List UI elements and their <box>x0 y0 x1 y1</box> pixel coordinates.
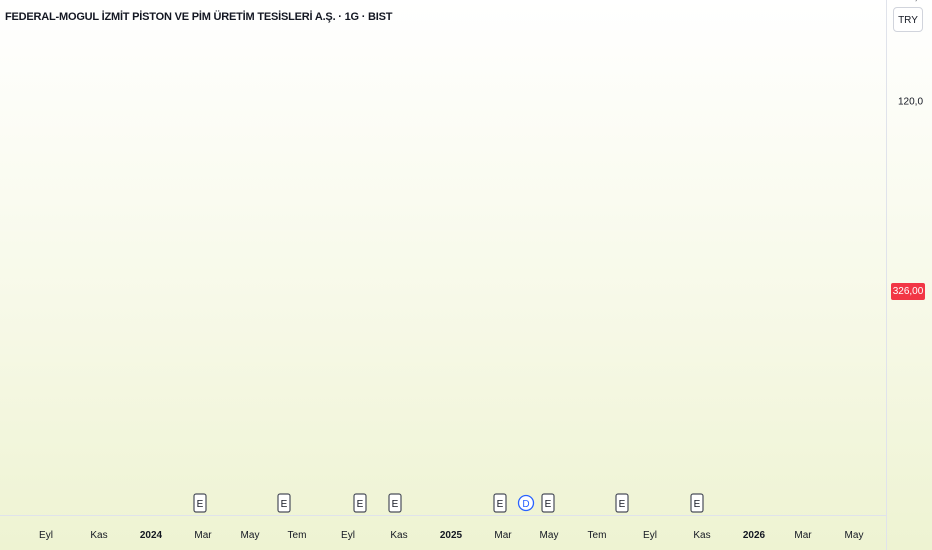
earnings-marker-badge <box>193 493 207 513</box>
earnings-marker[interactable]: E <box>388 493 402 513</box>
x-axis: Eyl Kas 2024 Mar May Tem Eyl Kas 2025 Mar May Tem Ey… <box>39 530 863 541</box>
last-price-label: 326,00 <box>891 283 925 300</box>
x-tick-label: 2024 <box>140 530 163 541</box>
y-axis: 120,0160,0200,0240,0280,0320,0360,0400,0… <box>898 0 923 108</box>
earnings-marker-badge <box>277 493 291 513</box>
earnings-marker-label: E <box>694 499 701 510</box>
earnings-marker-badge <box>690 493 704 513</box>
earnings-marker-label: E <box>497 499 504 510</box>
x-tick-label: May <box>540 530 559 541</box>
earnings-marker[interactable]: E <box>690 493 704 513</box>
earnings-marker-label: E <box>357 499 364 510</box>
x-tick-label: Mar <box>494 530 512 541</box>
x-tick-label: Eyl <box>39 530 53 541</box>
earnings-marker-badge <box>388 493 402 513</box>
earnings-marker[interactable]: E <box>193 493 207 513</box>
earnings-marker[interactable]: E <box>353 493 367 513</box>
time-axis-separator <box>0 515 886 516</box>
dividend-marker-label: D <box>522 499 529 510</box>
earnings-marker-badge <box>353 493 367 513</box>
earnings-marker-badge <box>541 493 555 513</box>
earnings-marker-label: E <box>281 499 288 510</box>
earnings-marker[interactable]: E <box>541 493 555 513</box>
earnings-marker[interactable]: E <box>493 493 507 513</box>
x-tick-label: May <box>241 530 260 541</box>
x-tick-label: Eyl <box>341 530 355 541</box>
x-tick-label: Mar <box>194 530 212 541</box>
earnings-marker-label: E <box>392 499 399 510</box>
earnings-marker-label: E <box>619 499 626 510</box>
x-tick-label: Tem <box>588 530 607 541</box>
dividend-marker[interactable]: D <box>517 494 535 512</box>
x-tick-label: Kas <box>390 530 407 541</box>
earnings-marker[interactable]: E <box>277 493 291 513</box>
earnings-marker-label: E <box>197 499 204 510</box>
price-axis-separator <box>886 0 887 550</box>
x-tick-label: Eyl <box>643 530 657 541</box>
earnings-marker-badge <box>493 493 507 513</box>
x-tick-label: Tem <box>288 530 307 541</box>
chart-title: FEDERAL-MOGUL İZMİT PİSTON VE PİM ÜRETİM… <box>5 11 393 23</box>
earnings-marker[interactable]: E <box>615 493 629 513</box>
y-tick-label: 120,0 <box>898 97 923 108</box>
x-tick-label: May <box>845 530 864 541</box>
x-tick-label: Mar <box>794 530 812 541</box>
earnings-marker-label: E <box>545 499 552 510</box>
currency-button[interactable]: TRY <box>893 7 923 32</box>
x-tick-label: Kas <box>693 530 710 541</box>
dividend-marker-badge <box>517 494 535 512</box>
x-tick-label: 2025 <box>440 530 463 541</box>
x-tick-label: Kas <box>90 530 107 541</box>
earnings-marker-badge <box>615 493 629 513</box>
y-tick-label: 160,0 <box>898 0 923 3</box>
x-tick-label: 2026 <box>743 530 766 541</box>
